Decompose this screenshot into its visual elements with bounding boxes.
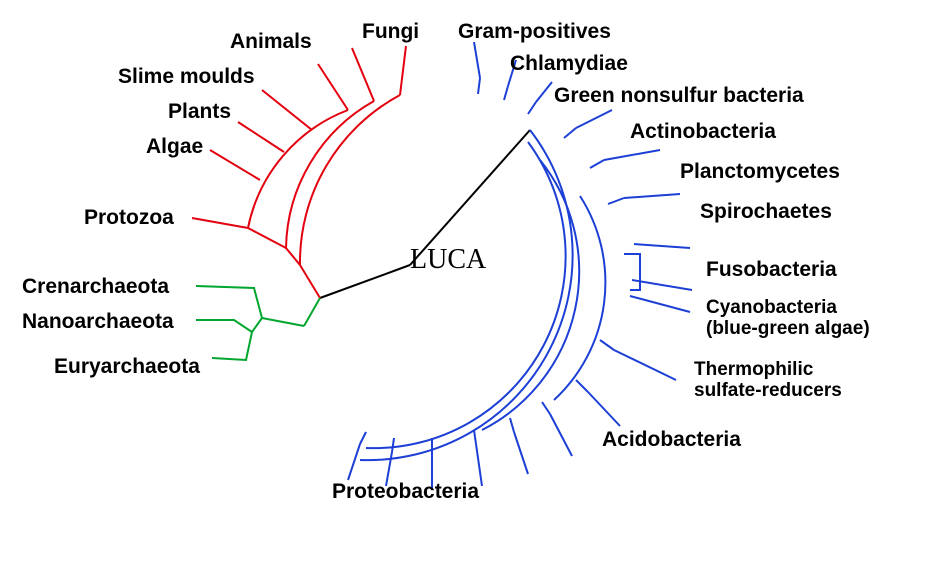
bacteria-joins xyxy=(360,78,640,452)
taxon-label-fungi: Fungi xyxy=(362,20,419,43)
taxon-label-crenarch: Crenarchaeota xyxy=(22,275,169,298)
taxon-label-plants: Plants xyxy=(168,100,231,123)
taxon-label-slime: Slime moulds xyxy=(118,65,255,88)
bacteria-arcs xyxy=(360,130,605,460)
taxon-label-acido: Acidobacteria xyxy=(602,428,741,451)
taxon-label-actino: Actinobacteria xyxy=(630,120,776,143)
taxon-label-protozoa: Protozoa xyxy=(84,206,174,229)
archaea-branches xyxy=(196,286,320,360)
taxon-label-grampos: Gram-positives xyxy=(458,20,611,43)
phylo-tree-diagram: LUCA Fungi Animals Slime moulds Plants Algae… xyxy=(0,0,926,561)
taxon-label-proteo: Proteobacteria xyxy=(332,480,479,503)
taxon-label-thermo: Thermophilicsulfate-reducers xyxy=(694,360,842,402)
taxon-label-greennon: Green nonsulfur bacteria xyxy=(554,84,804,107)
taxon-label-chlam: Chlamydiae xyxy=(510,52,628,75)
taxon-label-animals: Animals xyxy=(230,30,312,53)
root-label-luca: LUCA xyxy=(410,244,486,276)
taxon-label-nanoarch: Nanoarchaeota xyxy=(22,310,174,333)
taxon-label-cyano: Cyanobacteria(blue-green algae) xyxy=(706,298,870,340)
taxon-label-algae: Algae xyxy=(146,135,203,158)
taxon-label-plancto: Planctomycetes xyxy=(680,160,840,183)
taxon-label-fuso: Fusobacteria xyxy=(706,258,837,281)
taxon-label-spiro: Spirochaetes xyxy=(700,200,832,223)
taxon-label-euryarch: Euryarchaeota xyxy=(54,355,200,378)
